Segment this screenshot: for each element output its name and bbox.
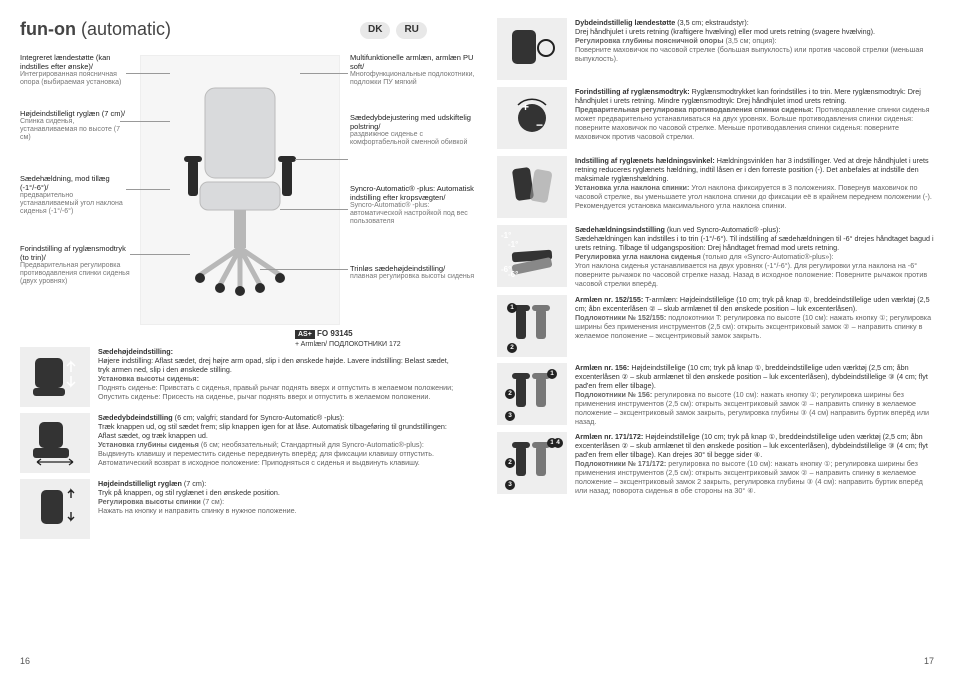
instruction-row: Indstilling af ryglænets hældningsvinkel… [497,156,934,218]
asplus-tag: AS+ [295,330,315,339]
leader-line [126,73,170,74]
callout-l4: Forindstilling af ryglænsmodtryk (to tri… [20,244,130,287]
thumb-seat-tilt: -1°-6° -1° -6° [497,225,567,287]
instruction-row: Sædehøjdeindstilling: Højere indstilling… [20,347,457,407]
callout-l1: Integreret lændestøtte (kan indstilles e… [20,53,130,88]
instruction-row: +− Forindstilling af ryglænsmodtryk: Ryg… [497,87,934,149]
thumb-armrest: 1234 [497,432,567,494]
left-instruction-rows: Sædehøjdeindstilling: Højere indstilling… [20,347,457,539]
row-text: Armlæn nr. 156: Højdeindstillelige (10 c… [575,363,934,426]
chair-diagram: Integreret lændestøtte (kan indstilles e… [20,49,457,339]
callout-r1: Multifunktionelle armlæn, armlæn PU soft… [350,53,480,88]
instruction-row: Dybdeindstillelig lændestøtte (3,5 cm; e… [497,18,934,80]
thumb-armrest: 1 2 3 [497,363,567,425]
leader-line [126,189,170,190]
thumb-armrest: 12 [497,295,567,357]
row-text: Dybdeindstillelig lændestøtte (3,5 cm; e… [575,18,934,80]
instruction-row: 1 2 3 Armlæn nr. 156: Højdeindstillelige (1… [497,363,934,426]
asplus-sub: + Armlæn/ ПОДЛОКОТНИКИ 172 [295,341,401,348]
callout-r4: Trinløs sædehøjdeindstilling/ плавная ре… [350,264,480,281]
row-text: Armlæn nr. 171/172: Højdeindstillelige (… [575,432,934,495]
callout-l2: Højdeindstilleligt ryglæn (7 cm)/ Спинка… [20,109,130,143]
leader-line [130,254,190,255]
page-number-right: 17 [924,656,934,667]
row-text: Sædehøjdeindstilling: Højere indstilling… [98,347,457,407]
callout-r3: Syncro-Automatic® -plus: Automatisk inds… [350,184,480,227]
left-page: fun-on (automatic) DK RU [0,0,477,673]
svg-text:-1°: -1° [508,240,518,249]
overlay-number: 2 [507,343,517,353]
tilt-label-6: -6° [501,265,511,275]
leader-line [300,73,348,74]
svg-text:−: − [536,118,543,132]
callout-l3: Sædehældning, mod tillæg (-1°/-6°)/ пред… [20,174,130,217]
thumb-lumbar-depth [497,18,567,80]
instruction-row: 12Armlæn nr. 152/155: T-armlæn: Højdeind… [497,295,934,357]
leader-line [295,159,348,160]
overlay-number: 3 [505,411,515,421]
overlay-number: 2 [505,389,515,399]
thumb-backrest-height [20,479,90,539]
chair-svg [160,70,320,310]
overlay-number: 1 [507,303,517,313]
row-text: Armlæn nr. 152/155: T-armlæn: Højdeindst… [575,295,934,357]
leader-line [120,121,170,122]
thumb-seat-height [20,347,90,407]
row-text: Sædehældningsindstilling (kun ved Syncro… [575,225,934,288]
badge-ru: RU [396,22,426,39]
title-bold: fun-on [20,19,76,39]
product-code: AS+ FO 93145 + Armlæn/ ПОДЛОКОТНИКИ 172 [295,329,401,351]
instruction-row: Højdeindstilleligt ryglæn (7 cm): Tryk p… [20,479,457,539]
right-page: Dybdeindstillelig lændestøtte (3,5 cm; e… [477,0,954,673]
right-intro-rows: Dybdeindstillelig lændestøtte (3,5 cm; e… [497,18,934,288]
row-text: Højdeindstilleligt ryglæn (7 cm): Tryk p… [98,479,457,539]
thumb-seat-depth [20,413,90,473]
language-badges: DK RU [360,22,427,39]
page-number-left: 16 [20,656,30,667]
row-text: Forindstilling af ryglænsmodtryk: Ryglæn… [575,87,934,149]
overlay-number: 3 [505,480,515,490]
title-light: (automatic) [76,19,171,39]
armrest-rows: 12Armlæn nr. 152/155: T-armlæn: Højdeind… [497,295,934,495]
badge-dk: DK [360,22,390,39]
instruction-row: -1°-6° -1° -6° Sædehældningsindstilling … [497,225,934,288]
row-text: Sædedybdeindstilling (6 cm; valgfri; sta… [98,413,457,473]
callout-r2: Sædedybdejustering med udskiftelig polst… [350,113,480,148]
overlay-number: 4 [553,438,563,448]
leader-line [260,269,348,270]
instruction-row: Sædedybdeindstilling (6 cm; valgfri; sta… [20,413,457,473]
chair-illustration [140,55,340,325]
row-text: Indstilling af ryglænets hældningsvinkel… [575,156,934,218]
asplus-code: FO 93145 [317,329,353,338]
thumb-backrest-pressure: +− [497,87,567,149]
leader-line [280,209,348,210]
spread: fun-on (automatic) DK RU [0,0,954,673]
tilt-label-1: -1° [501,231,511,241]
overlay-number: 1 [547,369,557,379]
thumb-backrest-tilt [497,156,567,218]
instruction-row: 1234Armlæn nr. 171/172: Højdeindstilleli… [497,432,934,495]
overlay-number: 2 [505,458,515,468]
